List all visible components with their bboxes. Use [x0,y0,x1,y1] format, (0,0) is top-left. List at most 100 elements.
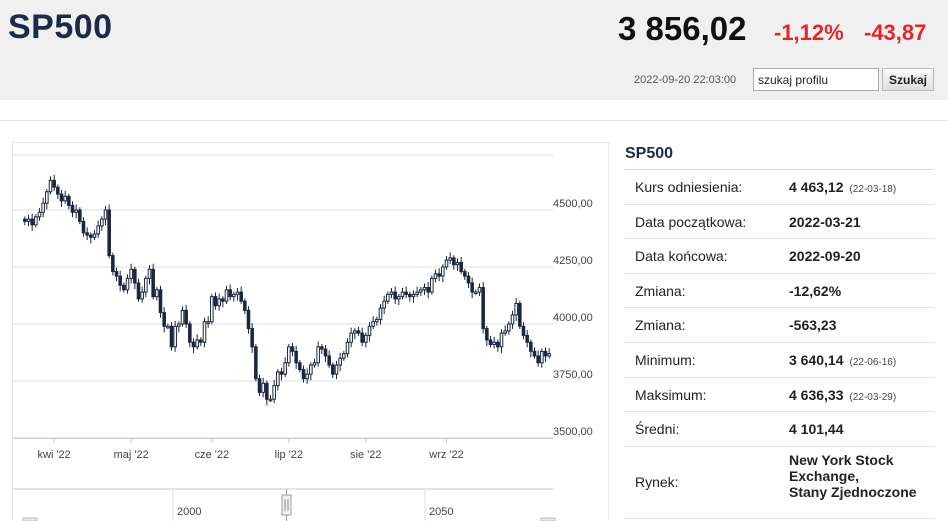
info-value-text: -563,23 [789,317,837,334]
info-row: Średni: 4 101,44 [624,412,934,447]
candle [430,277,434,293]
candle [389,291,394,295]
y-tick-label: 4500,00 [553,198,593,210]
candle [221,298,225,302]
candle [452,257,456,266]
candle [375,318,379,323]
candle [367,325,372,336]
candle [518,302,522,327]
candle [56,186,60,195]
info-label: Zmiana: [635,317,686,334]
candle [48,179,53,193]
info-label: Kurs odniesienia: [635,179,743,195]
info-value-text: 4 101,44 [789,421,844,438]
candle [393,291,397,300]
info-value-date: (22-03-18) [849,184,897,195]
candle [338,357,342,366]
last-price: 3 856,02 [618,10,747,47]
candle [107,209,111,257]
candle [510,314,515,325]
change-absolute: -43,87 [864,20,927,45]
quote-timestamp: 2022-09-20 22:03:00 [634,74,737,86]
info-row: Zmiana: -563,23 [624,308,934,343]
info-panel: SP500 Kurs odniesienia: 4 463,12 (22-03-18… [624,142,934,519]
candle [499,332,504,348]
info-label: Zmiana: [635,282,686,299]
candle [349,332,353,343]
candle [320,346,324,350]
candle [327,355,331,366]
candle [103,209,108,220]
candle [485,328,489,341]
candle [177,323,181,327]
candle [228,289,232,298]
candle [268,398,273,402]
candle [92,233,97,238]
candle [276,371,280,387]
candle [312,362,317,366]
candle [30,218,34,226]
info-value-text: 4 463,12 [789,179,844,195]
candle [492,341,496,346]
candle [477,287,482,293]
market-line: Stany Zjednoczone [789,483,917,500]
candle [433,273,438,279]
candle [448,257,452,261]
info-row: Data końcowa: 2022-09-20 [624,239,934,274]
candle [199,339,203,343]
quote-header: SP500 3 856,02 -1,12% -43,87 2022-09-20 … [0,0,948,100]
candle [59,193,64,202]
candle [261,382,265,393]
change-percent: -1,12% [774,20,844,45]
candle [147,268,152,279]
info-row-market: Rynek: New York Stock Exchange, Stany Zj… [624,447,934,519]
info-value: 2022-03-21 [789,214,861,230]
ticker-symbol: SP500 [8,8,113,46]
y-tick-label: 3500,00 [553,426,593,438]
candle [371,321,375,327]
candle [547,353,551,357]
info-value: 4 636,33 (22-03-29) [789,387,896,403]
candle [356,330,361,334]
candle [140,291,144,300]
candle [180,309,185,325]
candle [466,275,471,284]
candle [459,261,463,273]
candle [239,291,243,302]
candle [23,218,27,222]
market-line: Exchange, [789,467,860,484]
candle [331,364,335,375]
candle [360,332,364,343]
candle [309,364,313,375]
info-row: Kurs odniesienia: 4 463,12 (22-03-18) [624,170,934,205]
candle [411,293,416,298]
x-tick-label: lip '22 [275,449,303,461]
candle [250,328,254,348]
candle [404,291,408,295]
content-area [0,120,948,520]
info-value: 4 463,12 (22-03-18) [789,179,896,195]
search-button[interactable]: Szukaj [882,68,934,91]
info-label: Data początkowa: [635,213,747,230]
info-value: 3 640,14 (22-06-16) [789,352,896,368]
candle [364,334,368,343]
candle [444,259,449,268]
candle [70,204,75,213]
price-chart[interactable]: 4500,00 4250,00 4000,00 3750,00 3500,00 kwi '… [12,142,610,521]
candle [408,293,412,298]
candle [265,382,269,400]
candle [217,298,221,307]
info-value-text: 3 640,14 [789,351,844,368]
navigator-handle[interactable] [281,494,292,516]
candle [272,385,276,400]
info-label: Minimum: [635,351,696,368]
candle [136,282,141,300]
candlestick-chart[interactable]: 4500,00 4250,00 4000,00 3750,00 3500,00 kwi '… [13,143,610,521]
search-input[interactable] [753,68,879,91]
info-row: Maksimum: 4 636,33 (22-03-29) [624,378,934,413]
candle [426,287,430,293]
candle [122,284,126,291]
candle [474,291,478,295]
candle [400,291,405,298]
y-tick-label: 4000,00 [553,312,593,324]
